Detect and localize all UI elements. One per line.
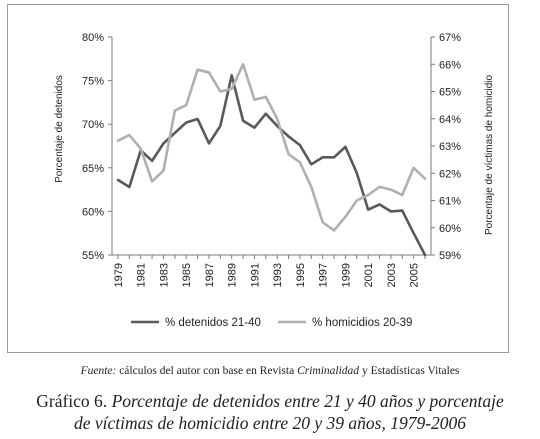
x-tick-label: 1993	[272, 263, 284, 287]
legend: % detenidos 21-40 % homicidios 20-39	[131, 317, 412, 329]
left-tick-label: 65%	[82, 163, 104, 175]
series-group	[116, 62, 427, 257]
x-tick-label: 2003	[386, 263, 398, 287]
x-tick-label: 1987	[204, 263, 216, 287]
x-tick-label: 2001	[363, 263, 375, 287]
x-tick-label: 1979	[113, 263, 125, 287]
source-text-2: y Estadísticas Vitales	[359, 365, 460, 377]
right-tick-label: 61%	[439, 196, 461, 208]
x-tick-label: 1981	[136, 263, 148, 287]
x-tick-label: 1995	[295, 263, 307, 287]
caption-line-1: Porcentaje de detenidos entre 21 y 40 añ…	[111, 391, 504, 411]
figure-caption: Gráfico 6. Porcentaje de detenidos entre…	[0, 390, 540, 434]
right-tick-label: 65%	[439, 87, 461, 99]
right-tick-label: 67%	[439, 32, 461, 44]
right-tick-label: 62%	[439, 168, 461, 180]
left-tick-label: 60%	[82, 206, 104, 218]
x-axis-ticks: 1979 1981 1983 1985 1987 1989 1991 1993 1995 1997…	[113, 255, 426, 287]
x-tick-label: 2005	[409, 263, 421, 287]
left-tick-label: 55%	[82, 250, 104, 262]
left-tick-label: 80%	[82, 32, 104, 44]
source-prefix: Fuente:	[80, 365, 117, 377]
legend-label-1: % detenidos 21-40	[165, 317, 261, 329]
caption-line-2: de víctimas de homicidio entre 20 y 39 a…	[73, 413, 467, 433]
right-tick-label: 63%	[439, 141, 461, 153]
x-tick-label: 1989	[227, 263, 239, 287]
left-tick-label: 70%	[82, 119, 104, 131]
left-axis-title: Porcentaje de detenidos	[54, 75, 65, 183]
x-tick-label: 1991	[249, 263, 261, 287]
right-tick-label: 60%	[439, 223, 461, 235]
right-tick-label: 59%	[439, 250, 461, 262]
dual-axis-line-chart: 55% 60% 65% 70% 75% 80% 59% 60% 61% 62% 63% 64% 65%…	[54, 32, 495, 329]
left-axis-ticks: 55% 60% 65% 70% 75% 80%	[82, 32, 112, 262]
source-italic-text: Criminalidad	[297, 365, 360, 377]
chart-frame: 55% 60% 65% 70% 75% 80% 59% 60% 61% 62% 63% 64% 65%…	[7, 4, 509, 353]
source-text-1: cálculos del autor con base en Revista	[116, 365, 298, 377]
x-tick-label: 1985	[181, 263, 193, 287]
x-tick-label: 1997	[318, 263, 330, 287]
right-tick-label: 64%	[439, 114, 461, 126]
right-axis-title: Porcentaje de víctimas de homicidio	[484, 75, 495, 236]
x-tick-label: 1983	[158, 263, 170, 287]
right-axis-ticks: 59% 60% 61% 62% 63% 64% 65% 66% 67%	[431, 32, 461, 262]
x-tick-label: 1999	[340, 263, 352, 287]
legend-label-2: % homicidios 20-39	[312, 317, 412, 329]
right-tick-label: 66%	[439, 59, 461, 71]
left-tick-label: 75%	[82, 76, 104, 88]
series-line-2	[116, 62, 427, 232]
caption-prefix: Gráfico 6.	[36, 391, 112, 411]
source-note: Fuente: cálculos del autor con base en R…	[0, 365, 540, 377]
